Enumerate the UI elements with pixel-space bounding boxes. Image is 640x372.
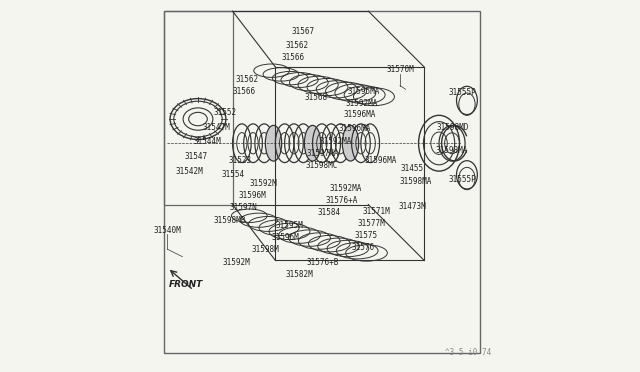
Text: 31598M: 31598M — [251, 246, 279, 254]
Text: 31598MC: 31598MC — [306, 161, 338, 170]
Text: 31584: 31584 — [317, 208, 341, 217]
Text: 31595M: 31595M — [276, 221, 303, 230]
Text: 31596MA: 31596MA — [344, 110, 376, 119]
Text: 31576+B: 31576+B — [307, 258, 339, 267]
Text: 31598MA: 31598MA — [436, 146, 468, 155]
Text: 31598MD: 31598MD — [437, 123, 469, 132]
Text: 31576: 31576 — [351, 243, 374, 252]
Text: 31542M: 31542M — [175, 167, 203, 176]
Text: 31562: 31562 — [236, 76, 259, 84]
Text: 31595MA: 31595MA — [348, 87, 380, 96]
Text: 31592MA: 31592MA — [329, 185, 362, 193]
Text: 31592M: 31592M — [250, 179, 277, 187]
Text: 31473M: 31473M — [398, 202, 426, 211]
Text: 31577M: 31577M — [358, 219, 385, 228]
Text: 31544M: 31544M — [194, 137, 221, 146]
Text: 31592MA: 31592MA — [319, 137, 352, 146]
Text: 31547: 31547 — [185, 153, 208, 161]
Text: 31597N: 31597N — [230, 203, 258, 212]
Text: 31562: 31562 — [285, 41, 308, 50]
Text: 31567: 31567 — [292, 27, 315, 36]
Text: 31597NA: 31597NA — [307, 149, 339, 158]
Text: 31523: 31523 — [228, 156, 252, 165]
Text: 31596M: 31596M — [239, 191, 266, 200]
Text: 31598MA: 31598MA — [400, 177, 432, 186]
Ellipse shape — [305, 125, 321, 161]
Ellipse shape — [342, 125, 358, 161]
Text: 31552: 31552 — [214, 108, 237, 117]
Text: 31547M: 31547M — [203, 123, 230, 132]
Text: 31596MA: 31596MA — [338, 124, 371, 133]
Text: 31566: 31566 — [232, 87, 255, 96]
Text: 31596M: 31596M — [272, 233, 300, 242]
Text: 31582M: 31582M — [285, 270, 314, 279]
Text: 31576+A: 31576+A — [325, 196, 358, 205]
Text: 31555P: 31555P — [448, 88, 476, 97]
Text: 31455: 31455 — [401, 164, 424, 173]
Text: 31566: 31566 — [282, 53, 305, 62]
Text: 31571M: 31571M — [363, 207, 390, 216]
Text: 31575: 31575 — [355, 231, 378, 240]
Text: 31555P: 31555P — [448, 175, 476, 184]
Text: 31592MA: 31592MA — [346, 99, 378, 108]
Text: 31540M: 31540M — [154, 226, 181, 235]
Ellipse shape — [266, 125, 282, 161]
Text: 31592M: 31592M — [223, 258, 250, 267]
Text: FRONT: FRONT — [169, 280, 204, 289]
Text: ^3 5 i0 74: ^3 5 i0 74 — [445, 348, 491, 357]
Text: 31554: 31554 — [221, 170, 244, 179]
Text: 31570M: 31570M — [386, 65, 414, 74]
Text: 31568: 31568 — [305, 93, 328, 102]
Text: 31596MA: 31596MA — [364, 156, 396, 165]
Text: 31598MB: 31598MB — [214, 216, 246, 225]
